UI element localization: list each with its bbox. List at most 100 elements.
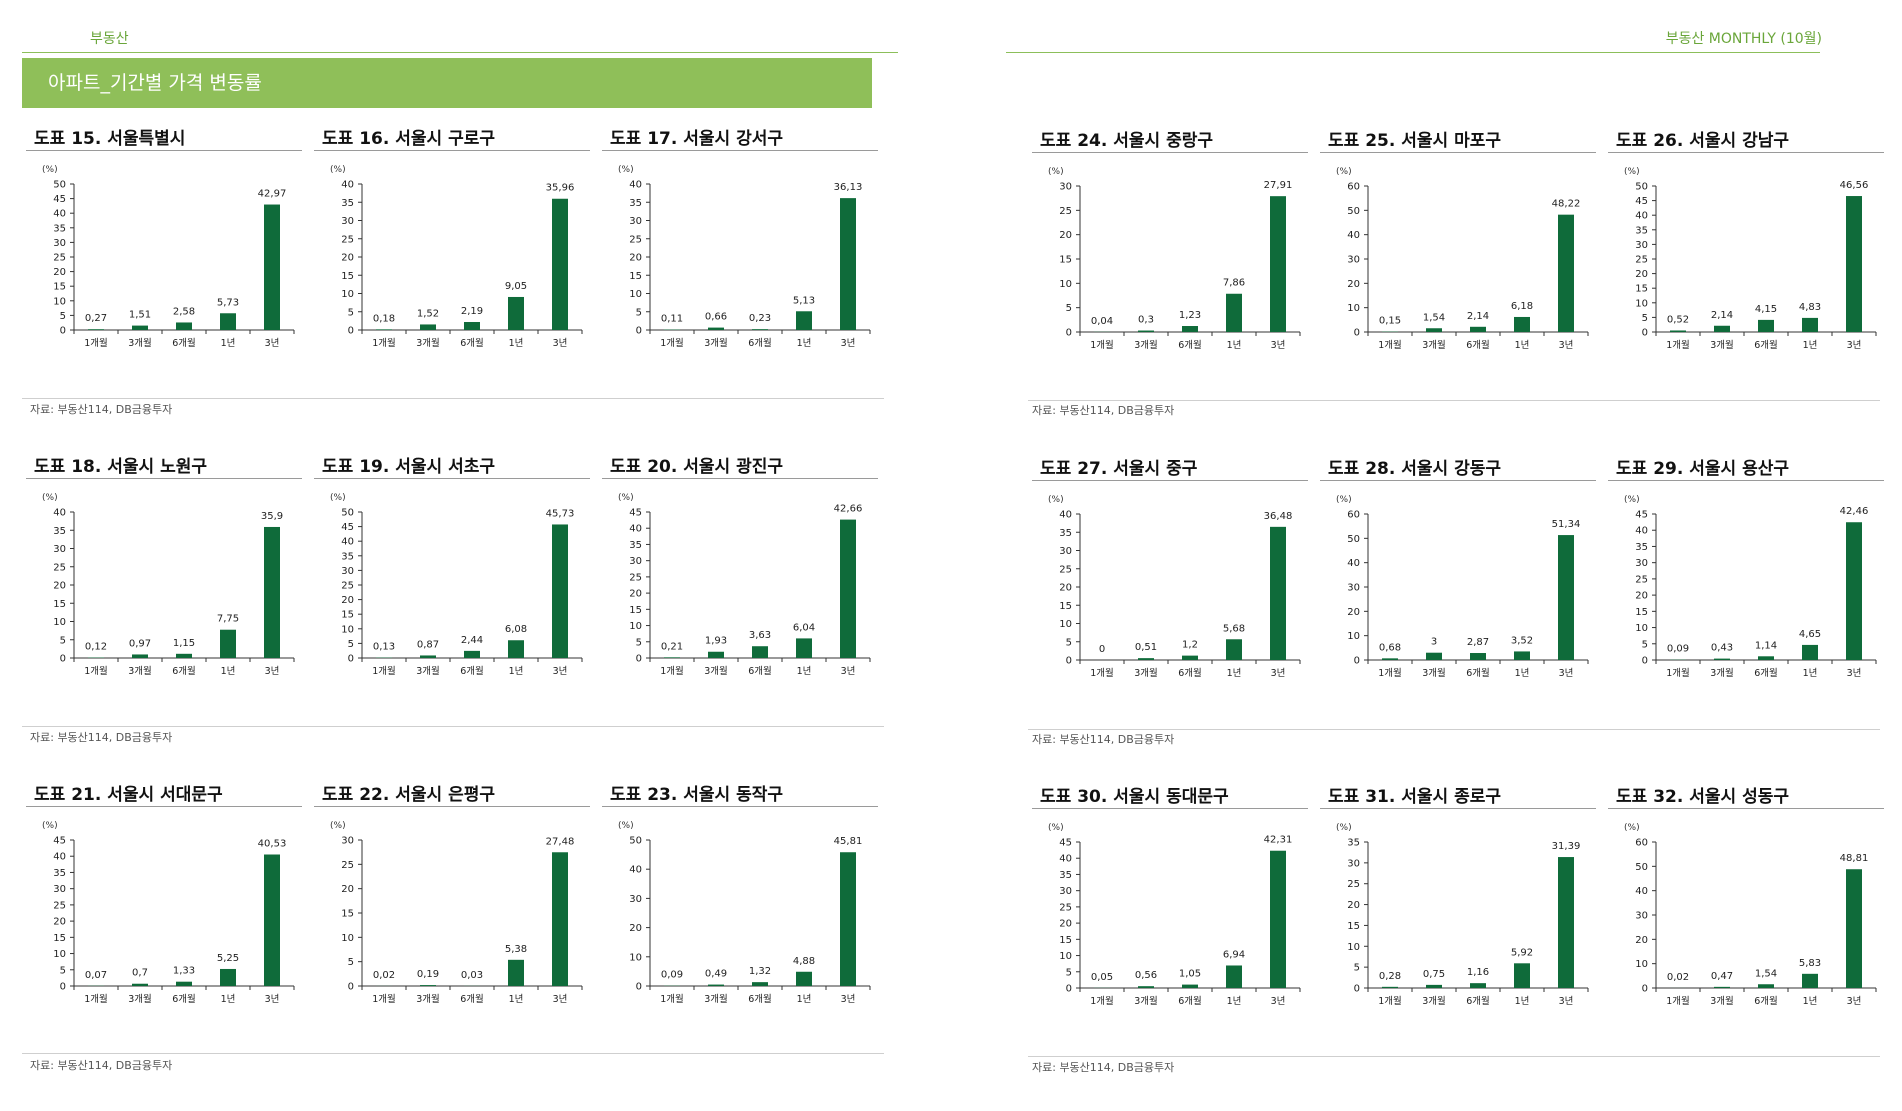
y-tick-label: 10 xyxy=(341,933,354,944)
bar xyxy=(264,854,280,986)
y-tick-label: 30 xyxy=(1347,858,1360,869)
y-tick-label: 30 xyxy=(629,216,642,227)
y-tick-label: 0 xyxy=(1354,984,1360,995)
data-label: 0,11 xyxy=(661,314,683,325)
chart-panel: 도표 28. 서울시 강동구 (%) 0 10 20 30 40 50 60 0,68 1개월 3 3개… xyxy=(1316,446,1596,686)
bar xyxy=(1426,328,1442,332)
y-tick-label: 25 xyxy=(1635,255,1648,266)
x-tick-label: 3개월 xyxy=(1710,667,1734,679)
group-rule xyxy=(1028,400,1880,401)
bar xyxy=(508,640,524,658)
bar xyxy=(1226,965,1242,988)
bar xyxy=(1270,526,1286,660)
chart-panel: 도표 32. 서울시 성동구 (%) 0 10 20 30 40 50 60 0,02 1개월 0,4… xyxy=(1604,774,1884,1014)
x-tick-label: 6개월 xyxy=(460,665,484,677)
bar-chart-svg: (%) 0 5 10 15 20 25 30 35 40 45 50 0,27 1개월 1,51 3개월 2,5… xyxy=(42,165,295,349)
bar xyxy=(1226,639,1242,660)
data-label: 0,09 xyxy=(1667,644,1689,655)
bar xyxy=(1714,986,1730,988)
y-tick-label: 10 xyxy=(629,621,642,632)
page-header-right: 부동산 MONTHLY (10월) xyxy=(1665,31,1822,47)
y-unit-label: (%) xyxy=(1624,823,1640,833)
y-tick-label: 50 xyxy=(1635,862,1648,873)
y-tick-label: 40 xyxy=(1635,526,1648,537)
y-tick-label: 20 xyxy=(53,581,66,592)
bar-chart-svg: (%) 0 5 10 15 20 25 30 0,02 1개월 0,19 3개월 0,03 6개월 5,38… xyxy=(330,821,583,1005)
data-label: 4,83 xyxy=(1799,302,1821,313)
data-label: 5,83 xyxy=(1799,958,1821,969)
bar-chart-svg: (%) 0 5 10 15 20 25 30 35 40 0,11 1개월 0,66 3개월 0,23 6개월… xyxy=(618,165,871,349)
chart-panel: 도표 24. 서울시 중랑구 (%) 0 5 10 15 20 25 30 0,04 1개월 0,3 3… xyxy=(1028,118,1308,358)
data-label: 0,47 xyxy=(1711,971,1733,982)
y-tick-label: 50 xyxy=(1635,182,1648,193)
chart-title-rule xyxy=(1320,480,1596,481)
y-tick-label: 45 xyxy=(1059,838,1072,849)
data-label: 1,54 xyxy=(1423,312,1445,323)
y-tick-label: 0 xyxy=(60,654,66,665)
data-label: 36,48 xyxy=(1264,511,1293,522)
data-label: 6,08 xyxy=(505,624,527,635)
bar-chart-svg: (%) 0 5 10 15 20 25 30 35 40 45 0,05 1개월 0,56 3개월 1,05 6… xyxy=(1048,823,1301,1007)
data-label: 0,87 xyxy=(417,639,439,650)
y-tick-label: 25 xyxy=(1347,879,1360,890)
group-rule xyxy=(22,1053,884,1054)
y-tick-label: 20 xyxy=(1059,919,1072,930)
x-tick-label: 1년 xyxy=(509,338,524,349)
bar-chart-svg: (%) 0 5 10 15 20 25 30 35 40 0 1개월 0,51 3개월 1,2 6개월 5,68… xyxy=(1048,495,1301,679)
bar xyxy=(420,324,436,330)
y-tick-label: 45 xyxy=(1635,196,1648,207)
y-tick-label: 60 xyxy=(1347,182,1360,193)
chart-title-rule xyxy=(314,150,590,151)
y-tick-label: 20 xyxy=(1059,583,1072,594)
x-tick-label: 6개월 xyxy=(172,993,196,1005)
y-tick-label: 30 xyxy=(1635,240,1648,251)
data-label: 2,19 xyxy=(461,306,483,317)
y-tick-label: 15 xyxy=(1347,921,1360,932)
page-header-left: 부동산 xyxy=(90,31,129,47)
y-unit-label: (%) xyxy=(1624,495,1640,505)
data-label: 0,52 xyxy=(1667,314,1689,325)
y-tick-label: 0 xyxy=(1066,984,1072,995)
y-tick-label: 5 xyxy=(1066,637,1072,648)
data-label: 1,52 xyxy=(417,308,439,319)
chart-panel: 도표 29. 서울시 용산구 (%) 0 5 10 15 20 25 30 35 40 45 0,09 1… xyxy=(1604,446,1884,686)
chart-panel: 도표 18. 서울시 노원구 (%) 0 5 10 15 20 25 30 35 40 0,12 1개월… xyxy=(22,444,302,684)
bar-chart-svg: (%) 0 5 10 15 20 25 30 35 40 0,12 1개월 0,97 3개월 1,15 6개월… xyxy=(42,493,295,677)
data-label: 1,51 xyxy=(129,310,151,321)
group-rule xyxy=(1028,729,1880,730)
y-tick-label: 15 xyxy=(1059,601,1072,612)
y-tick-label: 40 xyxy=(629,180,642,191)
chart-title-rule xyxy=(1032,808,1308,809)
data-label: 0,19 xyxy=(417,969,439,980)
chart-title-rule xyxy=(602,806,878,807)
y-tick-label: 0 xyxy=(1066,328,1072,339)
y-tick-label: 20 xyxy=(1347,279,1360,290)
y-tick-label: 30 xyxy=(1635,911,1648,922)
y-tick-label: 10 xyxy=(341,624,354,635)
y-tick-label: 35 xyxy=(341,198,354,209)
bar xyxy=(1558,857,1574,988)
bar-chart-svg: (%) 0 5 10 15 20 25 30 0,04 1개월 0,3 3개월 1,23 6개월 7,86 1… xyxy=(1048,167,1301,351)
y-tick-label: 5 xyxy=(348,639,354,650)
source-note: 자료: 부동산114, DB금융투자 xyxy=(1032,1061,1175,1074)
data-label: 5,92 xyxy=(1511,947,1533,958)
x-tick-label: 3년 xyxy=(553,994,568,1005)
bar xyxy=(1802,644,1818,660)
header-rule-left xyxy=(22,52,898,53)
bar xyxy=(1382,658,1398,660)
chart-panel: 도표 31. 서울시 종로구 (%) 0 5 10 15 20 25 30 35 0,28 1개월 0,… xyxy=(1316,774,1596,1014)
bar xyxy=(1426,984,1442,988)
chart-title: 도표 17. 서울시 강서구 xyxy=(610,129,783,149)
data-label: 1,54 xyxy=(1755,968,1777,979)
chart-title-rule xyxy=(26,478,302,479)
x-tick-label: 1년 xyxy=(1227,340,1242,351)
data-label: 0,51 xyxy=(1135,642,1157,653)
y-tick-label: 25 xyxy=(629,234,642,245)
header-rule-right xyxy=(1006,52,1820,53)
bar xyxy=(796,311,812,330)
chart-title: 도표 25. 서울시 마포구 xyxy=(1328,131,1501,151)
bar xyxy=(796,638,812,658)
section-banner: 아파트_기간별 가격 변동률 xyxy=(22,58,872,108)
bar xyxy=(1182,984,1198,988)
chart-panel: 도표 16. 서울시 구로구 (%) 0 5 10 15 20 25 30 35 40 0,18 1개월… xyxy=(310,116,590,356)
